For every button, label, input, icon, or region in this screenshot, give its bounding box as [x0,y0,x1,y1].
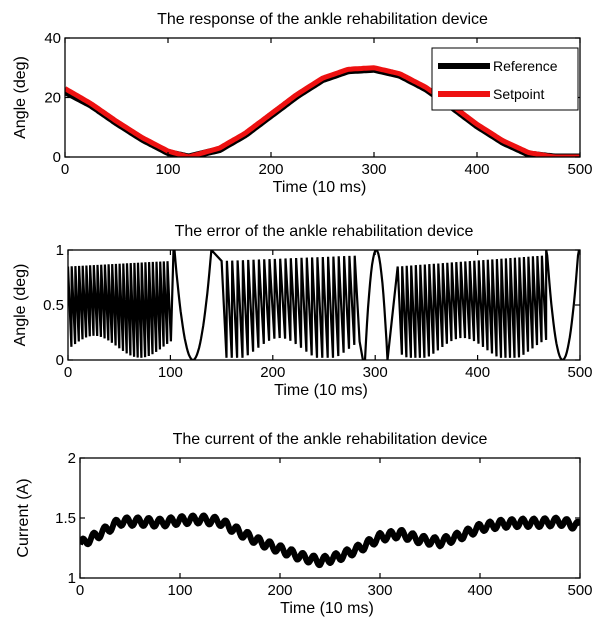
x-tick-label: 300 [363,364,388,381]
plot-area [68,250,580,360]
y-tick-label: 2 [68,450,76,467]
x-tick-label: 400 [465,364,490,381]
x-tick-label: 400 [464,161,489,178]
x-tick-label: 200 [267,582,292,599]
chart-title: The response of the ankle rehabilitation… [157,11,488,28]
y-tick-label: 0 [53,149,61,166]
x-tick-label: 0 [76,582,84,599]
chart-title: The error of the ankle rehabilitation de… [175,223,474,240]
plot-area [65,65,580,157]
chart-1: The response of the ankle rehabilitation… [12,11,593,196]
y-tick-label: 1 [68,570,76,587]
x-tick-label: 100 [158,364,183,381]
series-line [80,512,580,569]
chart-title: The current of the ankle rehabilitation … [173,431,488,448]
x-tick-label: 300 [361,161,386,178]
y-tick-label: 1 [56,242,64,259]
legend-label-reference: Reference [493,58,558,74]
y-tick-label: 1.5 [55,510,76,527]
x-tick-label: 200 [260,364,285,381]
x-tick-label: 200 [258,161,283,178]
y-axis-label: Current (A) [15,478,32,557]
x-axis-label: Time (10 ms) [274,382,368,399]
y-tick-label: 0.5 [43,297,64,314]
y-axis-label: Angle (deg) [12,264,29,347]
x-axis-label: Time (10 ms) [280,600,374,617]
series-line-setpoint [65,65,580,157]
y-tick-label: 40 [44,30,61,47]
x-tick-label: 500 [567,161,592,178]
x-tick-label: 400 [467,582,492,599]
x-tick-label: 100 [167,582,192,599]
chart-2: The error of the ankle rehabilitation de… [12,223,593,399]
x-axis-label: Time (10 ms) [273,179,367,196]
y-tick-label: 0 [56,352,64,369]
series-line [68,250,580,360]
legend-label-setpoint: Setpoint [493,86,544,102]
x-tick-label: 300 [367,582,392,599]
legend-box [431,47,579,111]
x-tick-label: 0 [64,364,72,381]
x-tick-label: 0 [61,161,69,178]
y-tick-label: 20 [44,90,61,107]
x-tick-label: 500 [567,364,592,381]
y-axis-label: Angle (deg) [12,56,29,139]
plot-area [80,512,580,569]
chart-3: The current of the ankle rehabilitation … [15,431,593,617]
x-tick-label: 500 [567,582,592,599]
x-tick-label: 100 [155,161,180,178]
legend: Reference Setpoint [431,47,579,111]
